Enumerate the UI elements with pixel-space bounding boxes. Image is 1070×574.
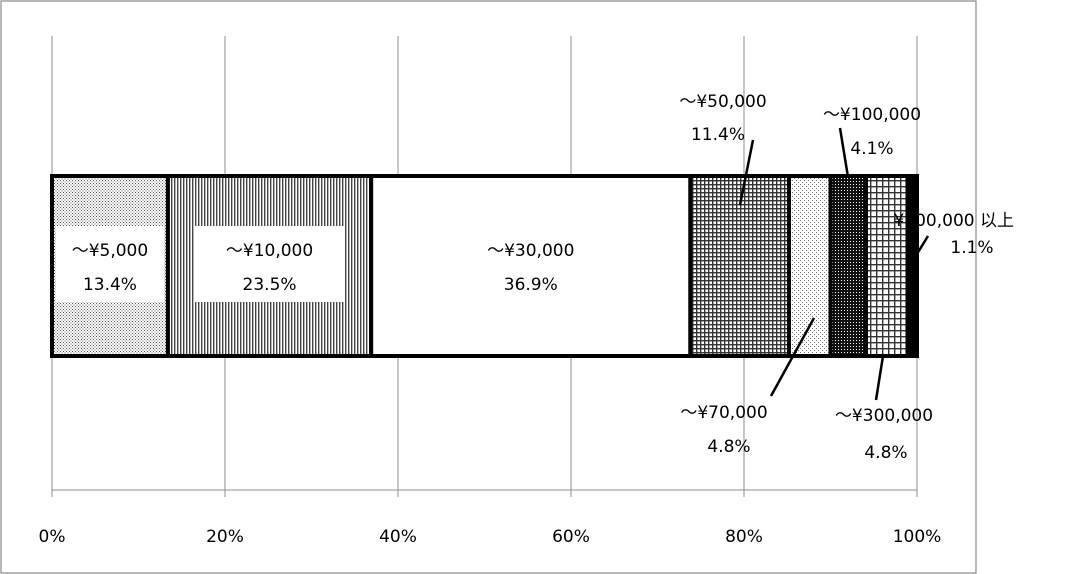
category-label: ～¥50,000 bbox=[679, 92, 766, 112]
leader-line bbox=[910, 235, 930, 263]
x-tick-label: 40% bbox=[379, 527, 417, 547]
category-label: ～¥5,000 bbox=[72, 241, 148, 261]
leader-line bbox=[738, 139, 755, 206]
value-label: 4.8% bbox=[864, 443, 907, 463]
value-label: 11.4% bbox=[691, 125, 745, 145]
x-tick-label: 60% bbox=[552, 527, 590, 547]
category-label: ～¥300,000 bbox=[835, 406, 933, 426]
bar-segment-6 bbox=[828, 174, 868, 358]
category-label: ¥300,000 以上 bbox=[893, 211, 1014, 231]
bar-segment-5 bbox=[786, 174, 833, 358]
segment-labels: ～¥5,000 13.4% ～¥10,000 23.5% ～¥30,000 36.9% ～¥… bbox=[55, 92, 1014, 463]
value-label: 13.4% bbox=[83, 275, 137, 295]
bar-segments bbox=[50, 174, 919, 358]
x-tick-label: 20% bbox=[206, 527, 244, 547]
value-label: 23.5% bbox=[243, 275, 297, 295]
value-label: 4.1% bbox=[850, 139, 893, 159]
chart-border bbox=[0, 0, 977, 574]
x-tick-label: 100% bbox=[893, 527, 942, 547]
x-tick-label: 80% bbox=[725, 527, 763, 547]
value-label: 1.1% bbox=[950, 238, 993, 258]
bar-segment-8 bbox=[905, 174, 919, 358]
bar-segment-7 bbox=[863, 174, 910, 358]
label-backing bbox=[55, 226, 164, 302]
bar-segment-3 bbox=[369, 174, 693, 358]
category-label: ～¥70,000 bbox=[680, 403, 767, 423]
label-backing bbox=[194, 226, 345, 302]
category-label: ～¥30,000 bbox=[487, 241, 574, 261]
value-label: 36.9% bbox=[504, 275, 558, 295]
x-tick-label: 0% bbox=[39, 527, 66, 547]
value-label: 4.8% bbox=[707, 437, 750, 457]
leader-line bbox=[769, 317, 816, 397]
leader-line bbox=[838, 127, 850, 178]
category-label: ～¥100,000 bbox=[823, 105, 921, 125]
leader-line bbox=[874, 355, 885, 401]
category-label: ～¥10,000 bbox=[226, 241, 313, 261]
